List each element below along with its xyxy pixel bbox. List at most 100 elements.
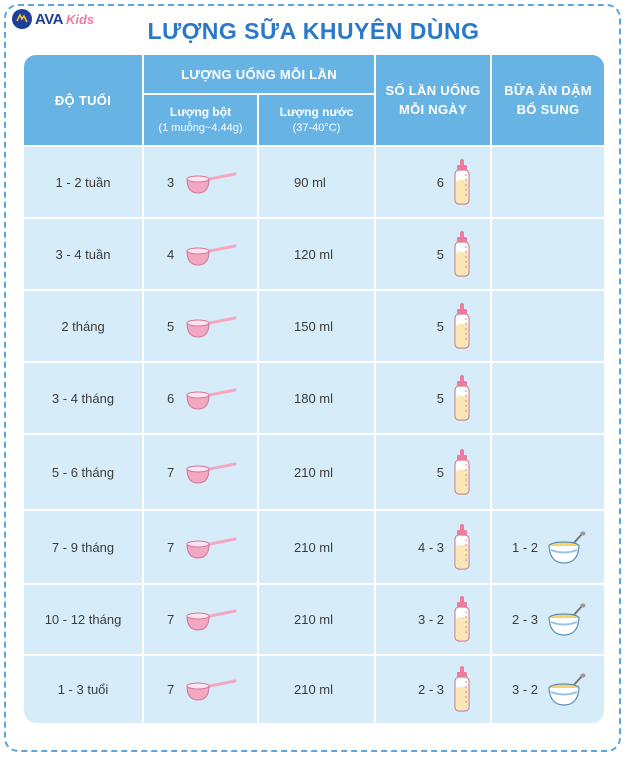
times-per-day: 5: [436, 318, 444, 334]
column-divider: [257, 291, 259, 361]
water-amount: 120 ml: [294, 246, 334, 262]
milk-table: ĐỘ TUỔI LƯỢNG UỐNG MỖI LẦN Lượng bột (1 …: [24, 55, 604, 723]
scoop-icon: [186, 462, 237, 484]
age-cell: 1 - 3 tuổi: [24, 656, 142, 723]
header-solids-line2: BỔ SUNG: [516, 102, 580, 117]
solids-cell: [492, 147, 604, 217]
column-divider: [257, 585, 259, 654]
age-value: 1 - 2 tuần: [55, 174, 111, 190]
column-divider: [490, 435, 492, 509]
powder-cell: 3: [144, 147, 257, 217]
powder-cell: 7: [144, 435, 257, 509]
age-value: 2 tháng: [61, 318, 105, 334]
times-per-day: 2 - 3: [417, 682, 444, 697]
powder-cell: 7: [144, 511, 257, 583]
globe-logo-icon: [12, 9, 32, 29]
age-cell: 1 - 2 tuần: [24, 147, 142, 217]
water-cell: 180 ml: [259, 363, 374, 433]
scoop-count: 7: [167, 464, 175, 480]
baby-bottle-icon: [454, 523, 470, 570]
water-amount: 90 ml: [294, 174, 326, 190]
row-divider: [24, 509, 604, 511]
powder-cell: 4: [144, 219, 257, 289]
column-divider: [490, 363, 492, 433]
scoop-icon: [186, 172, 237, 194]
brand-logo: AVA Kids: [12, 9, 94, 29]
column-divider: [257, 219, 259, 289]
table-row: 1 - 3 tuổi 7 210 ml 2 - 3: [24, 654, 604, 723]
header-water-note: (37-40°C): [292, 122, 341, 134]
times-per-day: 6: [436, 174, 444, 190]
table-row: 3 - 4 tháng 6 180 ml 5: [24, 361, 604, 433]
times-cell: 6: [376, 147, 490, 217]
times-per-day: 3 - 2: [417, 612, 444, 627]
header-divider: [257, 93, 259, 145]
table-row: 3 - 4 tuần 4 120 ml 5: [24, 217, 604, 289]
column-divider: [142, 363, 144, 433]
header-powder-label: Lượng bột: [169, 105, 232, 119]
column-divider: [142, 219, 144, 289]
scoop-count: 7: [167, 682, 175, 697]
header-age: ĐỘ TUỔI: [24, 55, 142, 145]
water-cell: 90 ml: [259, 147, 374, 217]
scoop-count: 3: [167, 174, 175, 190]
baby-bottle-icon: [454, 448, 470, 495]
column-divider: [374, 147, 376, 217]
times-cell: 3 - 2: [376, 585, 490, 654]
header-solids: BỮA ĂN DẶM BỔ SUNG: [492, 55, 604, 145]
baby-bottle-icon: [454, 666, 470, 712]
column-divider: [257, 363, 259, 433]
scoop-icon: [186, 537, 237, 559]
baby-bottle-icon: [454, 158, 470, 205]
scoop-icon: [186, 388, 237, 410]
times-cell: 5: [376, 435, 490, 509]
water-amount: 210 ml: [294, 539, 334, 555]
column-divider: [142, 291, 144, 361]
solids-cell: [492, 291, 604, 361]
powder-cell: 7: [144, 656, 257, 723]
header-water-label: Lượng nước: [279, 105, 354, 119]
column-divider: [490, 291, 492, 361]
water-cell: 210 ml: [259, 585, 374, 654]
row-divider: [24, 361, 604, 363]
header-water: Lượng nước (37-40°C): [259, 95, 374, 145]
table-row: 7 - 9 tháng 7 210 ml 4 - 3: [24, 509, 604, 583]
times-cell: 5: [376, 219, 490, 289]
times-cell: 5: [376, 291, 490, 361]
solids-per-day: 2 - 3: [511, 612, 538, 627]
solids-cell: 1 - 2: [492, 511, 604, 583]
row-divider: [24, 583, 604, 585]
times-per-day: 5: [436, 390, 444, 406]
column-divider: [142, 656, 144, 723]
header-per-feed-label: LƯỢNG UỐNG MỖI LẦN: [181, 66, 337, 82]
scoop-icon: [186, 316, 237, 338]
water-cell: 210 ml: [259, 656, 374, 723]
column-divider: [374, 511, 376, 583]
solids-cell: [492, 219, 604, 289]
header-powder: Lượng bột (1 muỗng~4.44g): [144, 95, 257, 145]
column-divider: [257, 435, 259, 509]
age-value: 1 - 3 tuổi: [57, 682, 109, 697]
column-divider: [142, 511, 144, 583]
porridge-bowl-icon: [548, 531, 586, 564]
column-divider: [490, 219, 492, 289]
column-divider: [257, 147, 259, 217]
times-cell: 4 - 3: [376, 511, 490, 583]
age-value: 3 - 4 tháng: [51, 390, 115, 406]
row-divider: [24, 217, 604, 219]
age-cell: 10 - 12 tháng: [24, 585, 142, 654]
age-cell: 3 - 4 tháng: [24, 363, 142, 433]
age-cell: 7 - 9 tháng: [24, 511, 142, 583]
times-cell: 5: [376, 363, 490, 433]
column-divider: [257, 656, 259, 723]
age-cell: 5 - 6 tháng: [24, 435, 142, 509]
scoop-count: 7: [167, 612, 175, 627]
row-divider: [24, 289, 604, 291]
table-row: 10 - 12 tháng 7 210 ml 3 - 2: [24, 583, 604, 654]
water-cell: 210 ml: [259, 435, 374, 509]
powder-cell: 6: [144, 363, 257, 433]
age-value: 5 - 6 tháng: [51, 464, 115, 480]
age-value: 10 - 12 tháng: [44, 612, 122, 627]
porridge-bowl-icon: [548, 603, 586, 636]
age-cell: 2 tháng: [24, 291, 142, 361]
